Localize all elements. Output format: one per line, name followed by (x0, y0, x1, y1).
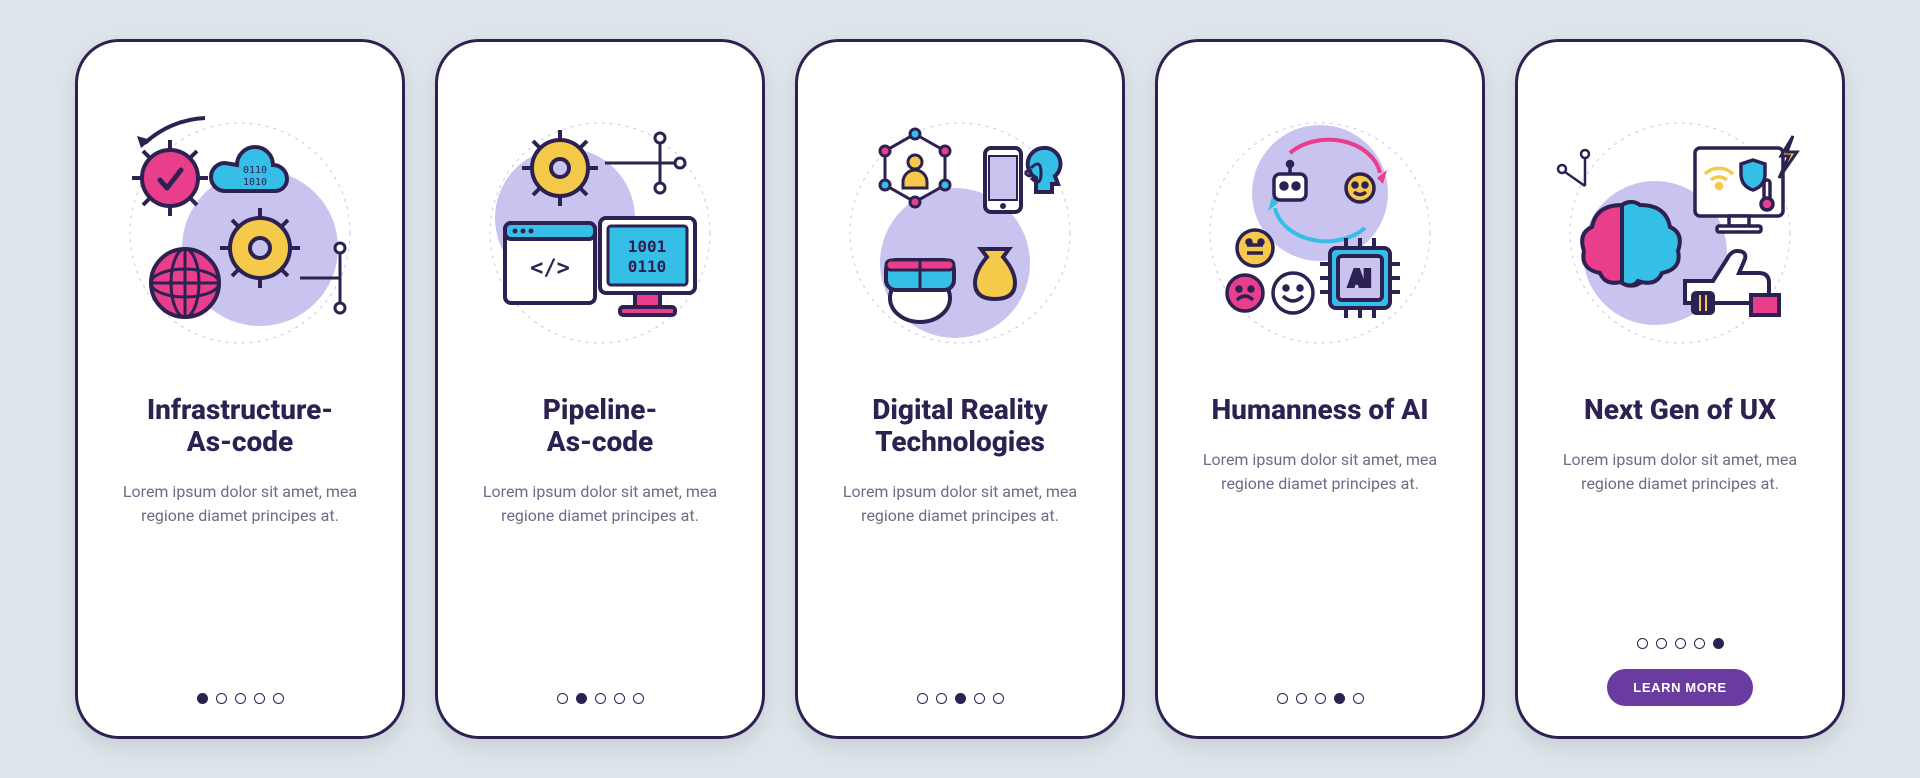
dot[interactable] (1675, 638, 1686, 649)
dot[interactable] (614, 693, 625, 704)
dot[interactable] (1656, 638, 1667, 649)
onboarding-card-next-gen-ux: Next Gen of UX Lorem ipsum dolor sit ame… (1515, 39, 1845, 739)
onboarding-deck: 0110 1010 (75, 39, 1845, 739)
dot[interactable] (235, 693, 246, 704)
onboarding-card-pipeline: </> 1001 0110 Pipeline- (435, 39, 765, 739)
dot[interactable] (254, 693, 265, 704)
learn-more-button[interactable]: LEARN MORE (1607, 669, 1752, 706)
illustration-digital (825, 98, 1095, 368)
dot[interactable] (917, 693, 928, 704)
dot[interactable] (633, 693, 644, 704)
dot[interactable] (955, 693, 966, 704)
illustration-iac: 0110 1010 (105, 98, 375, 368)
dot[interactable] (936, 693, 947, 704)
dot[interactable] (1296, 693, 1307, 704)
card-title: Pipeline- As-code (543, 394, 658, 458)
onboarding-card-humanness-ai: AI Humanness of AI Lorem ipsum dolor sit… (1155, 39, 1485, 739)
svg-text:</>: </> (530, 256, 570, 281)
dot[interactable] (1315, 693, 1326, 704)
dot[interactable] (273, 693, 284, 704)
svg-text:0110: 0110 (243, 165, 267, 176)
dot[interactable] (1277, 693, 1288, 704)
progress-dots (917, 693, 1004, 704)
illustration-ux (1545, 98, 1815, 368)
progress-dots (1277, 693, 1364, 704)
card-title: Humanness of AI (1211, 394, 1428, 426)
dot[interactable] (993, 693, 1004, 704)
dot[interactable] (1637, 638, 1648, 649)
dot[interactable] (576, 693, 587, 704)
svg-text:1010: 1010 (243, 177, 267, 188)
dot[interactable] (557, 693, 568, 704)
dot[interactable] (1713, 638, 1724, 649)
svg-text:0110: 0110 (628, 257, 667, 276)
dot[interactable] (1694, 638, 1705, 649)
card-body: Lorem ipsum dolor sit amet, mea regione … (830, 480, 1090, 528)
svg-text:1001: 1001 (628, 237, 667, 256)
card-title: Digital Reality Technologies (872, 394, 1048, 458)
dot[interactable] (1353, 693, 1364, 704)
card-title: Next Gen of UX (1584, 394, 1776, 426)
illustration-ai: AI (1185, 98, 1455, 368)
card-body: Lorem ipsum dolor sit amet, mea regione … (470, 480, 730, 528)
onboarding-card-digital-reality: Digital Reality Technologies Lorem ipsum… (795, 39, 1125, 739)
card-body: Lorem ipsum dolor sit amet, mea regione … (110, 480, 370, 528)
card-body: Lorem ipsum dolor sit amet, mea regione … (1190, 448, 1450, 496)
illustration-pipeline: </> 1001 0110 (465, 98, 735, 368)
card-body: Lorem ipsum dolor sit amet, mea regione … (1550, 448, 1810, 496)
dot[interactable] (216, 693, 227, 704)
card-title: Infrastructure- As-code (147, 394, 333, 458)
dot[interactable] (974, 693, 985, 704)
onboarding-card-infrastructure: 0110 1010 (75, 39, 405, 739)
progress-dots (197, 693, 284, 704)
progress-dots (557, 693, 644, 704)
dot[interactable] (595, 693, 606, 704)
svg-text:AI: AI (1349, 267, 1370, 292)
progress-dots (1637, 638, 1724, 649)
dot[interactable] (1334, 693, 1345, 704)
dot[interactable] (197, 693, 208, 704)
